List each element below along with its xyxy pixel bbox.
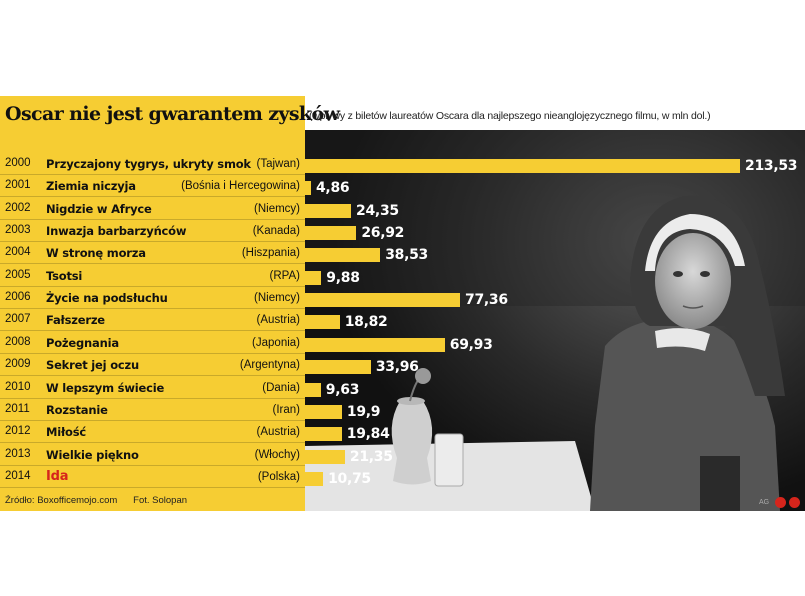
label-column-background <box>0 96 305 511</box>
photo-credit: Fot. Solopan <box>133 495 188 506</box>
chart-title: Oscar nie jest gwarantem zysków <box>5 103 340 125</box>
source-text: Źródło: Boxofficemojo.com <box>5 495 118 506</box>
film-still-photo <box>305 96 805 511</box>
chart-subtitle: (wpływy z biletów laureatów Oscara dla n… <box>309 110 711 122</box>
logo-dot-icon <box>775 497 786 508</box>
chart-source: Źródło: Boxofficemojo.com Fot. Solopan <box>5 495 187 506</box>
title-strip <box>305 96 805 130</box>
logo-dot-icon <box>789 497 800 508</box>
agency-credit: AG <box>759 499 770 506</box>
